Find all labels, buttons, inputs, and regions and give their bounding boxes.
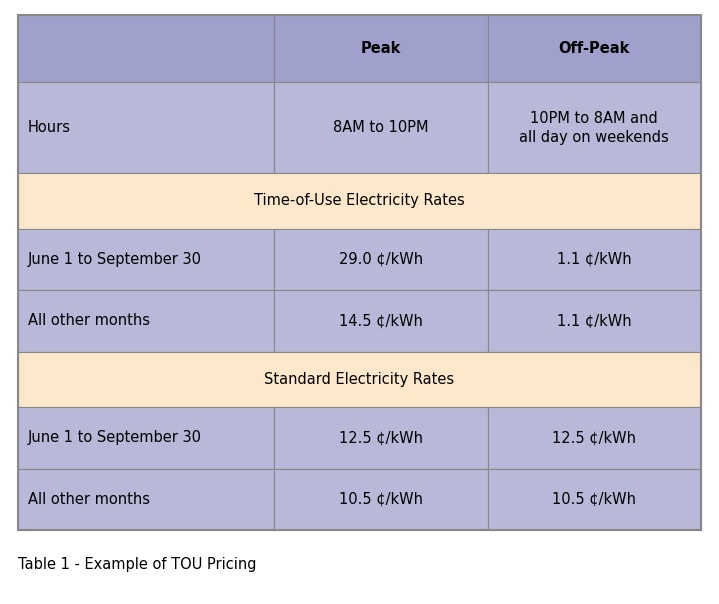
Bar	[18, 469, 274, 530]
Text: Table 1 - Example of TOU Pricing: Table 1 - Example of TOU Pricing	[18, 557, 257, 573]
Text: Peak: Peak	[361, 41, 401, 56]
Bar	[18, 228, 274, 290]
Text: 29.0 ¢/kWh: 29.0 ¢/kWh	[339, 252, 423, 267]
Text: Off-Peak: Off-Peak	[559, 41, 630, 56]
Bar	[487, 15, 701, 82]
Text: Hours: Hours	[28, 120, 71, 135]
Bar	[274, 15, 487, 82]
Text: 10.5 ¢/kWh: 10.5 ¢/kWh	[552, 492, 636, 507]
Text: 12.5 ¢/kWh: 12.5 ¢/kWh	[339, 430, 423, 445]
Bar	[18, 173, 701, 228]
Text: Time-of-Use Electricity Rates: Time-of-Use Electricity Rates	[254, 193, 465, 208]
Bar	[274, 290, 487, 352]
Bar	[18, 15, 701, 530]
Text: All other months: All other months	[28, 492, 150, 507]
Text: Standard Electricity Rates: Standard Electricity Rates	[265, 372, 454, 387]
Text: June 1 to September 30: June 1 to September 30	[28, 430, 202, 445]
Text: 1.1 ¢/kWh: 1.1 ¢/kWh	[557, 313, 631, 329]
Text: 8AM to 10PM: 8AM to 10PM	[333, 120, 429, 135]
Bar	[18, 15, 274, 82]
Bar	[18, 290, 274, 352]
Bar	[274, 228, 487, 290]
Bar	[18, 407, 274, 469]
Text: 14.5 ¢/kWh: 14.5 ¢/kWh	[339, 313, 423, 329]
Text: 1.1 ¢/kWh: 1.1 ¢/kWh	[557, 252, 631, 267]
Bar	[274, 469, 487, 530]
Bar	[18, 82, 274, 173]
Bar	[487, 82, 701, 173]
Bar	[487, 290, 701, 352]
Bar	[18, 352, 701, 407]
Bar	[274, 82, 487, 173]
Text: 10.5 ¢/kWh: 10.5 ¢/kWh	[339, 492, 423, 507]
Bar	[487, 407, 701, 469]
Bar	[487, 469, 701, 530]
Text: All other months: All other months	[28, 313, 150, 329]
Text: June 1 to September 30: June 1 to September 30	[28, 252, 202, 267]
Text: 10PM to 8AM and
all day on weekends: 10PM to 8AM and all day on weekends	[519, 111, 669, 145]
Text: 12.5 ¢/kWh: 12.5 ¢/kWh	[552, 430, 636, 445]
Bar	[487, 228, 701, 290]
Bar	[274, 407, 487, 469]
